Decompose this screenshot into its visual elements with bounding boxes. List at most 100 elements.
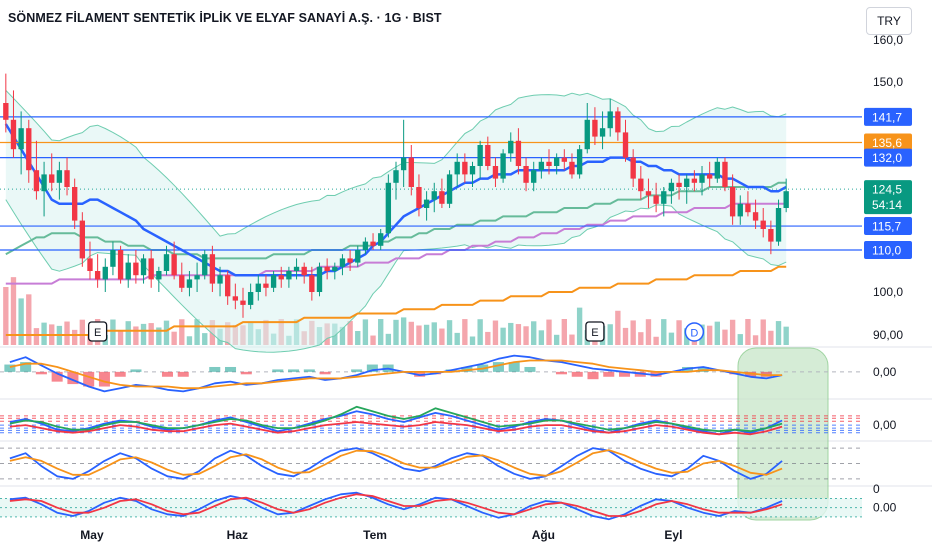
candle-body [293,266,300,271]
candle-body [148,258,154,280]
volume-bar [737,334,743,345]
candle-body [706,174,713,179]
volume-bar [622,327,629,345]
volume-bar [760,319,766,345]
level-price-tag [864,133,912,152]
candle-body [668,182,675,192]
ma20-line [4,123,787,277]
histogram-bar [272,369,284,372]
volume-bar [125,321,131,345]
oscillator-tick-label: 0 [873,482,880,496]
candle-body [752,212,759,221]
candle-body [301,266,307,276]
volume-bar [500,327,506,345]
oscillator-line [9,447,783,480]
volume-bar [454,332,460,345]
candle-body [87,258,93,271]
volume-bar [41,322,47,345]
candle-body [691,178,698,183]
background-layer [0,346,932,521]
candle-body [26,128,32,171]
volume-bar [186,336,193,345]
candle-body [370,241,376,246]
volume-bar [156,327,162,345]
bollinger-fill [5,90,787,353]
volume-bar [110,319,116,345]
candle-body [431,191,437,200]
candle-body [347,258,353,263]
candle-body [186,279,193,288]
volume-bar [462,319,468,345]
volume-bar [523,326,529,345]
volume-bar [768,330,774,345]
candle-body [576,149,583,175]
volume-bar [630,320,636,345]
volume-bar [553,334,560,345]
earnings-marker-label: E [94,327,101,339]
volume-bar [72,329,78,345]
candle-body [339,258,346,267]
volume-bar [607,324,613,345]
candle-body [561,157,567,162]
candle-body [362,241,369,250]
oscillator-line [9,493,783,517]
volume-bar [10,277,17,345]
candle-body [247,292,254,305]
ma200-line [5,265,787,336]
candle-body [569,161,575,175]
candle-body [171,254,177,276]
candle-body [615,111,621,133]
volume-bar [18,298,24,345]
candle-body [332,266,338,271]
candle-body [110,250,116,267]
candle-body [217,275,223,284]
histogram-bar [225,366,237,372]
candle-body [423,199,430,208]
histogram-bar [351,369,363,372]
countdown-label: 54:14 [872,198,902,212]
volume-bar [347,320,353,345]
time-tick-label: May [80,528,104,542]
volume-bar [431,322,437,345]
volume-bar [722,329,728,345]
volume-bar [492,320,499,345]
histogram-bar [492,362,504,372]
candle-body [729,187,736,217]
candle-body [622,132,629,158]
histogram-bar [177,371,189,377]
time-tick-label: Ağu [532,528,555,542]
candle-body [278,275,284,280]
volume-bar [3,287,9,345]
candle-body [324,266,330,271]
candle-body [737,203,743,217]
volume-bar [576,307,583,345]
candle-body [117,250,124,280]
volume-bar [645,319,652,345]
candle-body [125,262,131,280]
candle-body [209,254,216,284]
volume-bar [385,333,392,345]
currency-button[interactable]: TRY [866,7,912,35]
volume-bar [370,335,376,345]
candle-body [446,174,453,204]
volume-bar [79,319,86,345]
time-tick-label: Haz [227,528,248,542]
histogram-bar [83,371,95,387]
volume-bar [752,335,759,345]
candle-body [492,166,499,179]
candle-body [194,275,200,280]
histogram-bar [161,371,173,377]
histogram-bar [4,364,16,372]
candle-body [133,262,139,276]
volume-bar [446,320,453,345]
histogram-bar [555,371,567,375]
volume-bar [26,294,32,345]
histogram-bar [51,371,63,382]
oscillator-line [9,449,783,477]
level-price-label: 132,0 [872,151,902,165]
volume-bar [362,319,369,345]
candle-body [18,128,24,150]
candle-body [630,157,636,179]
